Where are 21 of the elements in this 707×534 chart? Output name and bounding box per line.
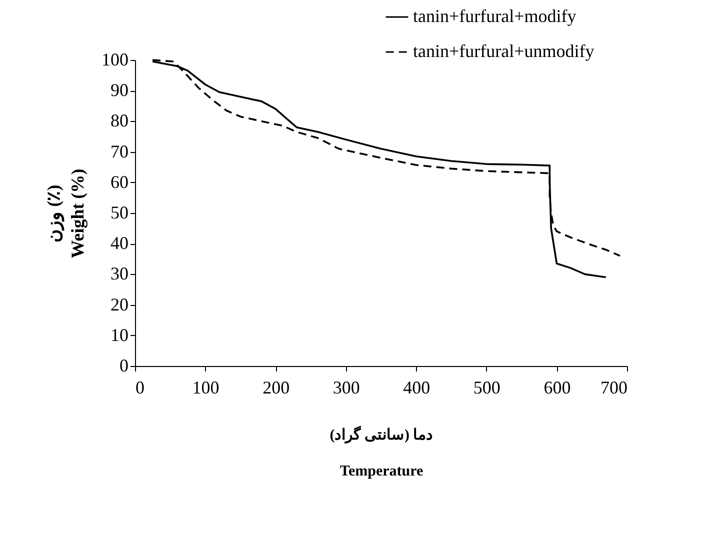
legend-label: tanin+furfural+unmodify xyxy=(413,41,594,61)
y-tick-label: 70 xyxy=(110,141,128,162)
x-tick-label: 100 xyxy=(192,378,220,398)
x-tick-label: 0 xyxy=(136,378,144,398)
y-tick-label: 20 xyxy=(110,294,128,314)
y-tick-label: 90 xyxy=(110,80,128,100)
y-tick-label: 100 xyxy=(102,50,128,70)
y-tick-label: 0 xyxy=(120,356,128,376)
x-tick-label: 600 xyxy=(544,378,571,398)
x-tick-label: 500 xyxy=(473,378,500,398)
y-tick-label: 30 xyxy=(110,264,128,284)
y-tick-label: 60 xyxy=(110,172,128,192)
x-tick-label: 300 xyxy=(332,378,360,398)
y-tick-label: 40 xyxy=(110,233,128,254)
x-tick-label: 400 xyxy=(403,378,430,398)
y-tick-label: 80 xyxy=(110,110,128,131)
x-tick-label: 700 xyxy=(600,378,628,398)
y-tick-label: 50 xyxy=(110,202,128,222)
y-tick-label: 10 xyxy=(110,324,128,345)
x-tick-label: 200 xyxy=(262,378,290,398)
legend-label: tanin+furfural+modify xyxy=(413,6,576,26)
